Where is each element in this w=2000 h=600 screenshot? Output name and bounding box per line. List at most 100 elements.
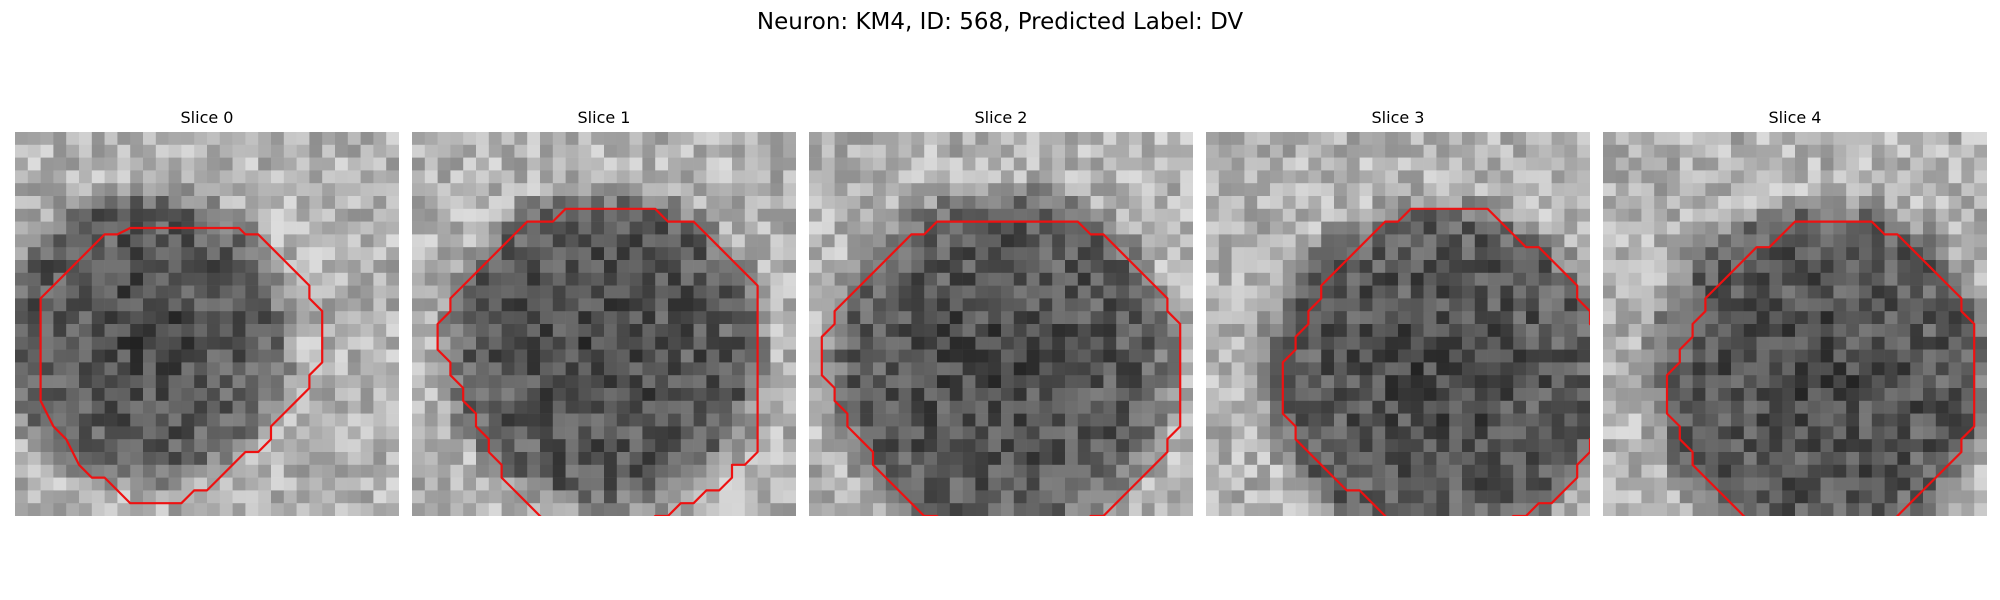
image-pixel xyxy=(1154,490,1168,504)
image-pixel xyxy=(1282,452,1296,466)
image-pixel xyxy=(335,196,349,210)
image-pixel xyxy=(322,400,336,414)
image-pixel xyxy=(732,413,746,427)
image-pixel xyxy=(1026,439,1040,453)
image-pixel xyxy=(1679,324,1693,338)
image-pixel xyxy=(386,375,399,389)
image-pixel xyxy=(1692,362,1706,376)
image-pixel xyxy=(1513,439,1527,453)
image-pixel xyxy=(283,221,297,235)
image-pixel xyxy=(1679,362,1693,376)
image-pixel xyxy=(1948,260,1962,274)
image-pixel xyxy=(770,183,784,197)
image-pixel xyxy=(386,196,399,210)
image-pixel xyxy=(1564,311,1578,325)
image-pixel xyxy=(27,272,41,286)
image-pixel xyxy=(1398,144,1412,158)
image-pixel xyxy=(1231,349,1245,363)
image-pixel xyxy=(476,298,490,312)
image-pixel xyxy=(1090,490,1104,504)
image-pixel xyxy=(809,452,823,466)
image-pixel xyxy=(1462,157,1476,171)
image-pixel xyxy=(949,464,963,478)
image-pixel xyxy=(1538,413,1552,427)
image-pixel xyxy=(1001,132,1015,146)
image-pixel xyxy=(873,221,887,235)
image-pixel xyxy=(219,413,233,427)
image-pixel xyxy=(1859,477,1873,491)
image-pixel xyxy=(412,247,426,261)
image-pixel xyxy=(66,208,80,222)
image-pixel xyxy=(1820,490,1834,504)
image-pixel xyxy=(1654,464,1668,478)
image-pixel xyxy=(1628,464,1642,478)
image-pixel xyxy=(245,452,259,466)
image-pixel xyxy=(1538,336,1552,350)
image-pixel xyxy=(744,400,758,414)
image-pixel xyxy=(1923,234,1937,248)
image-pixel xyxy=(1551,349,1565,363)
image-pixel xyxy=(1077,477,1091,491)
image-pixel xyxy=(258,464,272,478)
image-pixel xyxy=(1474,400,1488,414)
image-pixel xyxy=(130,196,144,210)
image-pixel xyxy=(181,439,195,453)
image-pixel xyxy=(1013,260,1027,274)
image-pixel xyxy=(706,311,720,325)
image-pixel xyxy=(1859,144,1873,158)
image-pixel xyxy=(1077,208,1091,222)
image-pixel xyxy=(834,477,848,491)
image-pixel xyxy=(1244,170,1258,184)
image-pixel xyxy=(540,298,554,312)
image-pixel xyxy=(860,157,874,171)
image-pixel xyxy=(1846,464,1860,478)
image-pixel xyxy=(91,170,105,184)
image-pixel xyxy=(258,170,272,184)
image-pixel xyxy=(271,144,285,158)
image-pixel xyxy=(668,260,682,274)
image-pixel xyxy=(130,132,144,146)
image-pixel xyxy=(476,452,490,466)
image-pixel xyxy=(1410,503,1424,516)
image-pixel xyxy=(1974,285,1987,299)
image-pixel xyxy=(1718,234,1732,248)
image-pixel xyxy=(1884,375,1898,389)
image-pixel xyxy=(66,490,80,504)
image-pixel xyxy=(476,132,490,146)
image-pixel xyxy=(1077,503,1091,516)
image-pixel xyxy=(898,439,912,453)
image-pixel xyxy=(1116,503,1130,516)
image-pixel xyxy=(1423,400,1437,414)
image-pixel xyxy=(1859,388,1873,402)
image-pixel xyxy=(66,362,80,376)
image-pixel xyxy=(104,234,118,248)
image-pixel xyxy=(476,413,490,427)
image-pixel xyxy=(1270,426,1284,440)
image-pixel xyxy=(283,208,297,222)
image-pixel xyxy=(680,375,694,389)
image-pixel xyxy=(1910,452,1924,466)
image-pixel xyxy=(1974,426,1987,440)
image-pixel xyxy=(40,439,54,453)
image-pixel xyxy=(1423,388,1437,402)
image-pixel xyxy=(181,157,195,171)
image-pixel xyxy=(1846,183,1860,197)
image-pixel xyxy=(1833,439,1847,453)
image-pixel xyxy=(117,349,131,363)
image-pixel xyxy=(1141,477,1155,491)
image-pixel xyxy=(1833,400,1847,414)
image-pixel xyxy=(1551,196,1565,210)
image-pixel xyxy=(66,272,80,286)
image-pixel xyxy=(1923,311,1937,325)
image-pixel xyxy=(1231,477,1245,491)
image-pixel xyxy=(1039,260,1053,274)
image-pixel xyxy=(604,490,618,504)
image-pixel xyxy=(668,336,682,350)
image-pixel xyxy=(1001,144,1015,158)
image-pixel xyxy=(706,208,720,222)
image-pixel xyxy=(1871,490,1885,504)
image-pixel xyxy=(1103,349,1117,363)
image-pixel xyxy=(1897,477,1911,491)
image-pixel xyxy=(591,272,605,286)
image-pixel xyxy=(668,452,682,466)
